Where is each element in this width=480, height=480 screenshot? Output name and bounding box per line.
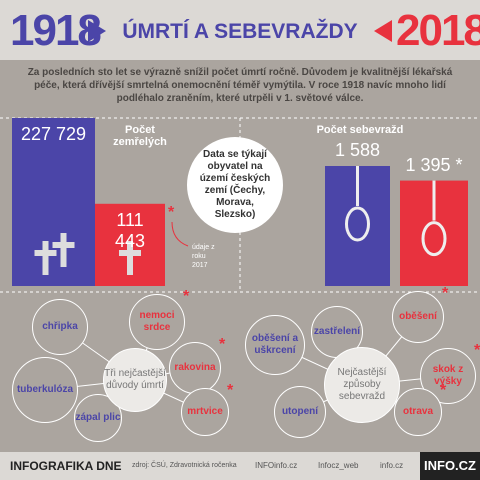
bubble: nemoci srdce (129, 294, 185, 350)
noose (421, 221, 447, 257)
bubble: utopení (274, 386, 326, 438)
bubble: mrtvice (181, 388, 229, 436)
cross (34, 250, 57, 256)
year-left: 1918 (10, 6, 102, 55)
arrow (374, 20, 392, 42)
cross (127, 241, 133, 275)
note-arrow (171, 221, 189, 247)
asterisk: * (219, 336, 226, 353)
bubble: tuberkulóza (12, 357, 78, 423)
bar-value: 1 588 (334, 140, 381, 160)
cross (60, 233, 67, 267)
asterisk: * (168, 204, 175, 221)
logo: INFO.CZ (420, 452, 480, 480)
header (0, 0, 480, 60)
asterisk: * (440, 382, 447, 399)
asterisk: * (183, 288, 190, 305)
arrow (88, 20, 106, 42)
cross (119, 250, 141, 256)
bubble-center: Tři nejčastější důvody úmrtí (103, 348, 167, 412)
bubble-center: Nejčastější způsoby sebevražd (324, 347, 400, 423)
noose (345, 206, 370, 242)
deaths-label: Počet zemřelých (113, 124, 167, 148)
instagram: info.cz (380, 461, 404, 470)
bubble: chřipka (32, 299, 88, 355)
bar (12, 118, 95, 286)
bar-value: 111 443 (114, 209, 146, 251)
note: údaje z roku 2017 (192, 244, 215, 269)
bubble: oběšení (392, 291, 444, 343)
bubble: oběšení a uškrcení (245, 315, 305, 375)
footer (0, 452, 480, 480)
bar-value: 227 729 (20, 124, 87, 144)
cross (52, 242, 75, 248)
bar-value: 1 395 * (405, 154, 463, 175)
asterisk: * (474, 342, 480, 359)
asterisk: * (227, 382, 234, 399)
bubble: rakovina (169, 342, 221, 394)
bubble: otrava (394, 388, 442, 436)
twitter: Infocz_web (318, 461, 359, 470)
facebook: INFOinfo.cz (255, 461, 298, 470)
title: ÚMRTÍ A SEBEVRAŽDY (122, 20, 358, 43)
intro: Za posledních sto let se výrazně snížil … (27, 67, 453, 104)
graphics (0, 117, 480, 419)
cross (42, 241, 49, 275)
brand: INFOGRAFIKA DNE (10, 459, 122, 473)
suicides-label: Počet sebevražd (316, 124, 404, 136)
source: zdroj: ČSÚ, Zdravotnická ročenka (132, 462, 237, 469)
center-note: Data se týkají obyvatel na území českých… (187, 137, 283, 233)
year-right: 2018 (396, 6, 480, 55)
asterisk: * (442, 285, 449, 302)
